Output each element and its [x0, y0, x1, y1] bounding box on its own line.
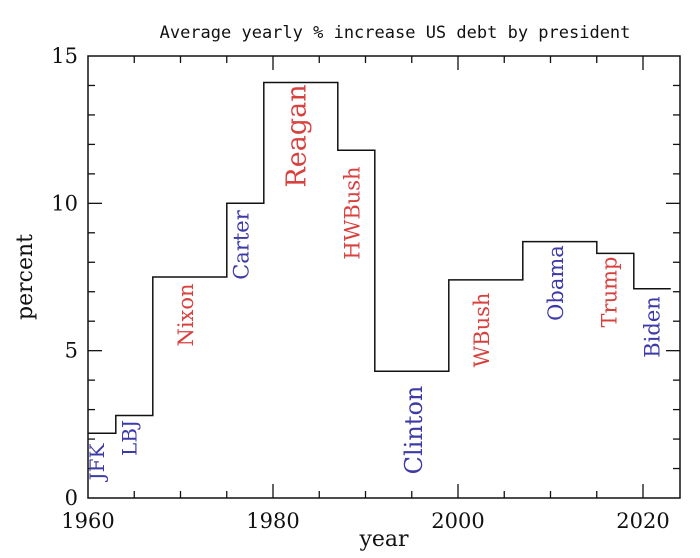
president-label-biden: Biden — [640, 296, 664, 358]
step-line — [88, 81, 671, 434]
president-label-trump: Trump — [597, 257, 621, 328]
president-label-obama: Obama — [544, 245, 568, 321]
y-tick-label: 10 — [51, 191, 78, 215]
president-label-clinton: Clinton — [400, 386, 428, 475]
y-axis-label: percent — [13, 234, 38, 320]
president-label-lbj: LBJ — [117, 420, 141, 456]
president-label-carter: Carter — [229, 209, 253, 279]
x-tick-label: 1980 — [246, 509, 299, 533]
y-tick-label: 15 — [51, 44, 78, 68]
president-label-jfk: JFK — [85, 443, 109, 483]
y-tick-label: 5 — [65, 339, 78, 363]
x-axis-label: year — [358, 527, 409, 552]
president-label-reagan: Reagan — [281, 84, 312, 187]
x-tick-label: 2020 — [616, 509, 669, 533]
plot-frame — [87, 55, 681, 499]
x-tick-label: 2000 — [431, 509, 484, 533]
president-label-wbush: WBush — [470, 293, 494, 368]
president-label-hwbush: HWBush — [340, 166, 364, 259]
chart-title: Average yearly % increase US debt by pre… — [160, 23, 631, 43]
x-tick-label: 1960 — [61, 509, 114, 533]
y-tick-label: 0 — [65, 486, 78, 510]
president-label-nixon: Nixon — [174, 283, 198, 346]
